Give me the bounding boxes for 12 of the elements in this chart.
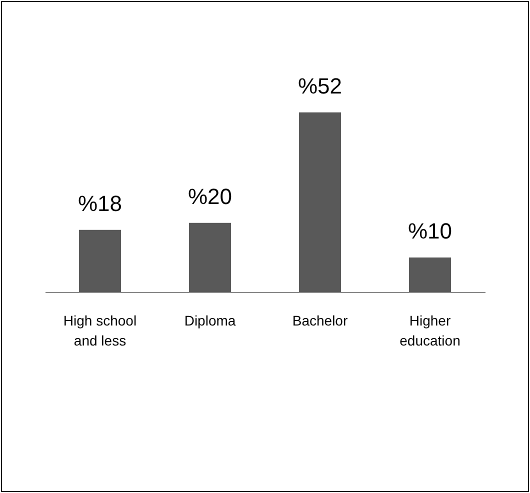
- bar: [409, 257, 451, 292]
- data-label: %18: [78, 190, 122, 216]
- data-label: %52: [298, 73, 342, 98]
- bar: [79, 230, 121, 292]
- data-label: %20: [188, 184, 232, 209]
- data-label: %10: [408, 218, 452, 244]
- x-tick-label: Bachelor: [292, 312, 348, 328]
- bar: [189, 222, 231, 292]
- bar: [299, 112, 341, 292]
- x-tick-label: High school and less: [63, 312, 137, 348]
- x-tick-label: Diploma: [184, 312, 236, 328]
- x-tick-label: Higher education: [400, 312, 460, 348]
